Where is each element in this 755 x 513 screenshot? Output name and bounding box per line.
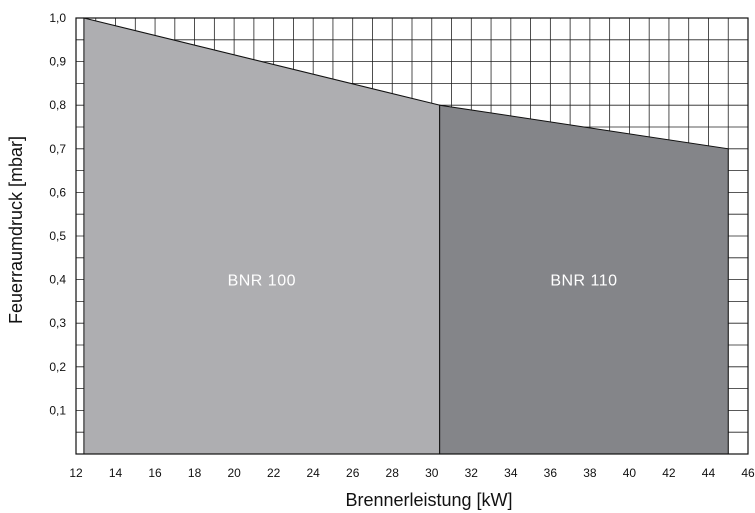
x-tick-label: 30 (425, 466, 439, 480)
x-tick-label: 26 (346, 466, 360, 480)
area-regions (83, 17, 729, 455)
y-tick-label: 1,0 (49, 11, 66, 25)
x-tick-label: 20 (227, 466, 241, 480)
x-tick-label: 18 (188, 466, 202, 480)
x-tick-label: 44 (702, 466, 716, 480)
plot-border (75, 17, 749, 455)
x-tick-label: 28 (386, 466, 400, 480)
x-tick-label: 22 (267, 466, 281, 480)
y-axis-ticks: 0,1 0,2 0,3 0,4 0,5 0,6 0,7 0,8 0,9 1,0 (49, 11, 66, 417)
y-tick-label: 0,9 (49, 55, 66, 69)
y-tick-label: 0,7 (49, 142, 66, 156)
region-labels: BNR 100 BNR 110 (228, 273, 617, 290)
x-axis-title: Brennerleistung [kW] (345, 490, 512, 510)
x-tick-label: 42 (662, 466, 676, 480)
x-tick-label: 40 (623, 466, 637, 480)
plot-frame (75, 17, 749, 455)
y-tick-label: 0,5 (49, 229, 66, 243)
y-tick-label: 0,8 (49, 98, 66, 112)
y-tick-label: 0,6 (49, 185, 66, 199)
x-tick-label: 24 (306, 466, 320, 480)
x-axis-ticks: 12 14 16 18 20 22 24 26 28 30 32 34 36 38 40 42 44 46 (69, 466, 755, 480)
y-tick-label: 0,4 (49, 273, 66, 287)
y-tick-label: 0,1 (49, 403, 66, 417)
region-label-2: BNR 110 (550, 273, 617, 290)
region-label-1: BNR 100 (228, 273, 296, 290)
x-tick-label: 12 (69, 466, 83, 480)
y-axis-title: Feuerraumdruck [mbar] (6, 136, 26, 324)
x-tick-label: 36 (544, 466, 558, 480)
x-tick-label: 38 (583, 466, 597, 480)
x-tick-label: 46 (741, 466, 755, 480)
y-tick-label: 0,3 (49, 316, 66, 330)
x-tick-label: 14 (109, 466, 123, 480)
x-tick-label: 34 (504, 466, 518, 480)
y-tick-label: 0,2 (49, 360, 66, 374)
x-tick-label: 16 (148, 466, 162, 480)
x-tick-label: 32 (465, 466, 479, 480)
